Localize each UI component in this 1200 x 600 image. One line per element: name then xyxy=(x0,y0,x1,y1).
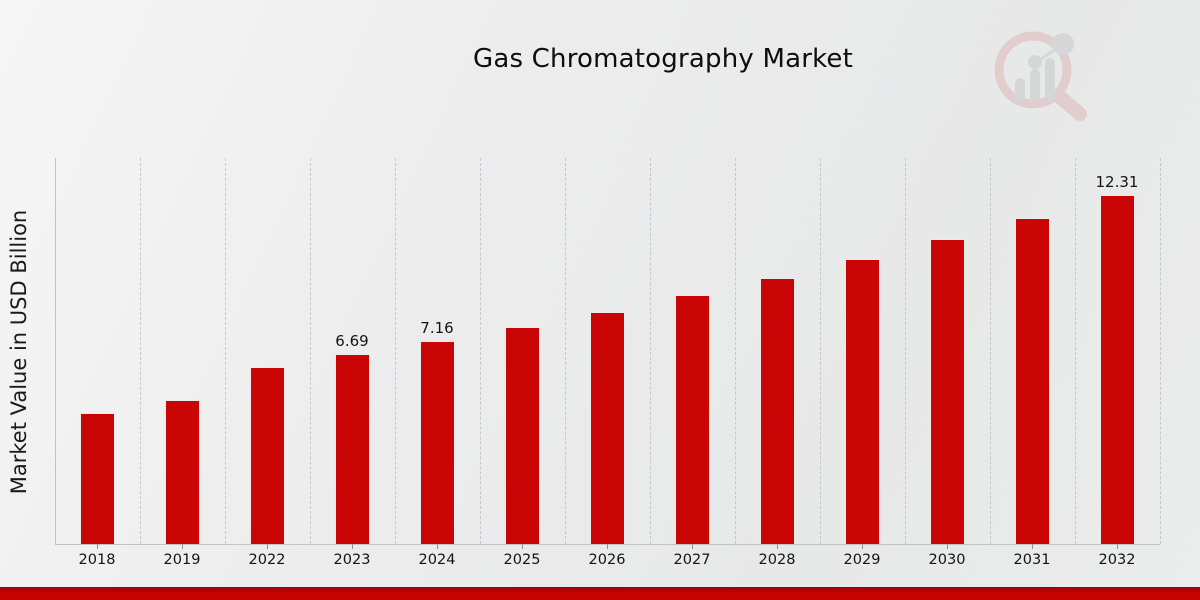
footer-accent-stripe xyxy=(0,587,1200,600)
gridline xyxy=(1160,158,1161,544)
bar-value-label-2024: 7.16 xyxy=(420,319,454,337)
x-axis-label-2018: 2018 xyxy=(78,552,116,568)
gridline xyxy=(480,158,481,544)
x-axis-tick xyxy=(352,544,353,549)
gridline xyxy=(140,158,141,544)
x-axis-label-2028: 2028 xyxy=(758,552,796,568)
x-axis-label-2026: 2026 xyxy=(588,552,626,568)
x-axis-label-2025: 2025 xyxy=(503,552,541,568)
bar-2019 xyxy=(164,400,200,544)
bar-2032 xyxy=(1099,195,1135,544)
x-axis-tick xyxy=(522,544,523,549)
x-axis-tick xyxy=(182,544,183,549)
plot-area: 2018 2019 2022 6.69 2023 7.16 2024 2025 2026 2027… xyxy=(55,158,1161,568)
x-axis-tick xyxy=(1032,544,1033,549)
x-axis-label-2024: 2024 xyxy=(418,552,456,568)
gridline xyxy=(820,158,821,544)
x-axis-label-2019: 2019 xyxy=(163,552,201,568)
bar-2018 xyxy=(79,413,115,544)
gridline xyxy=(225,158,226,544)
bar-value-label-2032: 12.31 xyxy=(1095,173,1139,191)
bar-2022 xyxy=(249,367,285,544)
x-axis-label-2030: 2030 xyxy=(928,552,966,568)
gridline xyxy=(990,158,991,544)
x-axis-tick xyxy=(862,544,863,549)
gridline xyxy=(310,158,311,544)
x-axis-label-2029: 2029 xyxy=(843,552,881,568)
bar-2024 xyxy=(419,341,455,544)
gridline xyxy=(565,158,566,544)
bar-2023 xyxy=(334,354,370,544)
x-axis-label-2032: 2032 xyxy=(1098,552,1136,568)
gridline xyxy=(905,158,906,544)
bar-2025 xyxy=(504,327,540,544)
gridline xyxy=(1075,158,1076,544)
bar-2026 xyxy=(589,312,625,544)
bar-2030 xyxy=(929,239,965,544)
bar-value-label-2023: 6.69 xyxy=(335,332,369,350)
y-axis-label: Market Value in USD Billion xyxy=(7,209,32,494)
bar-2031 xyxy=(1014,218,1050,544)
x-axis-tick xyxy=(267,544,268,549)
chart-title: Gas Chromatography Market xyxy=(472,44,854,74)
gridline xyxy=(735,158,736,544)
gridline xyxy=(395,158,396,544)
bar-2027 xyxy=(674,295,710,544)
x-axis-tick xyxy=(1117,544,1118,549)
x-axis-tick xyxy=(607,544,608,549)
x-axis-label-2022: 2022 xyxy=(248,552,286,568)
x-axis-tick xyxy=(692,544,693,549)
x-axis-tick xyxy=(947,544,948,549)
x-axis-tick xyxy=(777,544,778,549)
x-axis-label-2027: 2027 xyxy=(673,552,711,568)
x-axis-tick xyxy=(437,544,438,549)
gridline xyxy=(650,158,651,544)
magnifier-barchart-logo-icon xyxy=(983,22,1101,122)
x-axis-label-2023: 2023 xyxy=(333,552,371,568)
x-axis-tick xyxy=(97,544,98,549)
bar-2029 xyxy=(844,259,880,544)
bar-2028 xyxy=(759,278,795,544)
x-axis-label-2031: 2031 xyxy=(1013,552,1051,568)
